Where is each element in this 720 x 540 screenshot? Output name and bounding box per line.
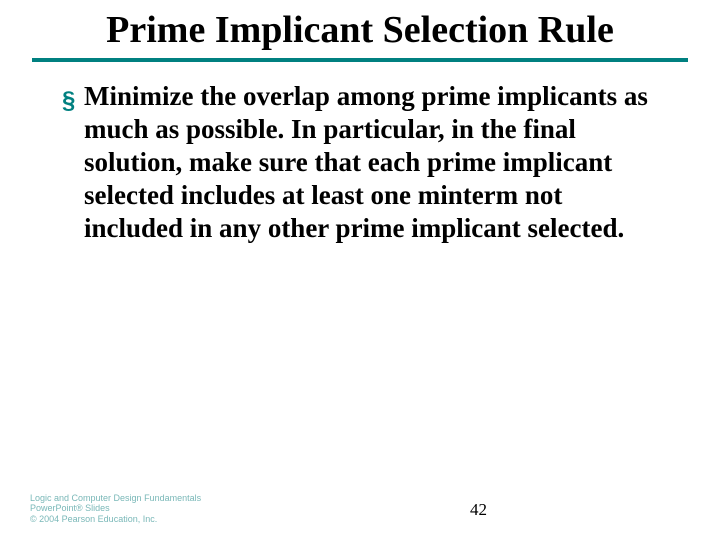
footer-credit-line: © 2004 Pearson Education, Inc. [30, 514, 201, 524]
footer-credit-line: PowerPoint® Slides [30, 503, 201, 513]
bullet-item: § Minimize the overlap among prime impli… [62, 80, 658, 245]
slide: Prime Implicant Selection Rule § Minimiz… [0, 0, 720, 540]
footer-credit-line: Logic and Computer Design Fundamentals [30, 493, 201, 503]
bullet-text: Minimize the overlap among prime implica… [84, 80, 658, 245]
page-number: 42 [470, 500, 487, 520]
footer-credit: Logic and Computer Design Fundamentals P… [30, 493, 201, 524]
slide-title: Prime Implicant Selection Rule [0, 0, 720, 52]
bullet-marker-icon: § [62, 80, 84, 116]
slide-body: § Minimize the overlap among prime impli… [0, 62, 720, 245]
